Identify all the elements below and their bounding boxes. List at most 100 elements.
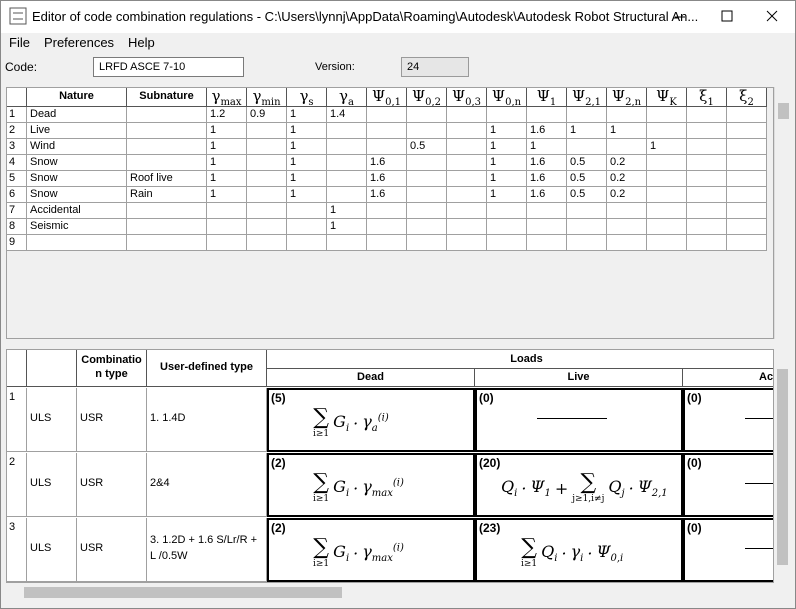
table-cell[interactable] xyxy=(367,123,407,139)
row-number[interactable]: 2 xyxy=(7,123,27,139)
table-cell[interactable] xyxy=(247,187,287,203)
combination-type[interactable]: USR xyxy=(77,518,147,582)
table-cell[interactable]: 0.2 xyxy=(607,171,647,187)
row-number[interactable]: 2 xyxy=(7,453,27,517)
table-cell[interactable] xyxy=(727,203,767,219)
table-cell[interactable]: 1 xyxy=(287,187,327,203)
table-cell[interactable] xyxy=(127,155,207,171)
table-cell[interactable] xyxy=(647,235,687,251)
table-cell[interactable] xyxy=(127,107,207,123)
table-cell[interactable]: 1.4 xyxy=(327,107,367,123)
table-cell[interactable] xyxy=(567,219,607,235)
table-cell[interactable]: 1.6 xyxy=(527,155,567,171)
table-cell[interactable] xyxy=(727,219,767,235)
limit-state[interactable]: ULS xyxy=(27,388,77,452)
formula-cell[interactable]: (0) xyxy=(683,453,773,517)
table-cell[interactable] xyxy=(687,107,727,123)
table-cell[interactable]: 1 xyxy=(287,155,327,171)
table-cell[interactable]: 1 xyxy=(287,123,327,139)
table-cell[interactable] xyxy=(127,123,207,139)
formula-cell[interactable]: (2) ∑ i≥1 Gi · γmax(i) xyxy=(267,518,475,582)
row-number[interactable]: 8 xyxy=(7,219,27,235)
table-cell[interactable]: 1.6 xyxy=(527,187,567,203)
table-cell[interactable] xyxy=(647,203,687,219)
table-cell[interactable] xyxy=(567,139,607,155)
window-controls[interactable] xyxy=(661,1,796,33)
table-cell[interactable]: Wind xyxy=(27,139,127,155)
table-cell[interactable]: Dead xyxy=(27,107,127,123)
table-cell[interactable]: 1 xyxy=(287,171,327,187)
table-cell[interactable] xyxy=(407,107,447,123)
table-cell[interactable] xyxy=(367,139,407,155)
table-cell[interactable] xyxy=(247,123,287,139)
table-cell[interactable] xyxy=(447,235,487,251)
row-number[interactable]: 3 xyxy=(7,518,27,582)
table-cell[interactable] xyxy=(327,235,367,251)
table-cell[interactable]: Snow xyxy=(27,187,127,203)
table-cell[interactable] xyxy=(407,155,447,171)
table-cell[interactable] xyxy=(407,123,447,139)
table-cell[interactable]: 1 xyxy=(567,123,607,139)
formula-cell[interactable]: (2) ∑ i≥1 Gi · γmax(i) xyxy=(267,453,475,517)
horizontal-scrollbar[interactable] xyxy=(6,584,774,601)
table-cell[interactable] xyxy=(127,235,207,251)
table-cell[interactable] xyxy=(527,219,567,235)
table-cell[interactable]: 0.5 xyxy=(567,155,607,171)
table-cell[interactable] xyxy=(647,107,687,123)
table-cell[interactable]: 1.6 xyxy=(367,155,407,171)
table-cell[interactable] xyxy=(327,123,367,139)
table-cell[interactable] xyxy=(647,219,687,235)
table-cell[interactable]: 1 xyxy=(527,139,567,155)
table-cell[interactable]: 0.2 xyxy=(607,187,647,203)
user-defined-type[interactable]: 1. 1.4D xyxy=(147,388,267,452)
table-cell[interactable]: 0.5 xyxy=(567,187,607,203)
table-cell[interactable] xyxy=(407,171,447,187)
table-cell[interactable] xyxy=(127,203,207,219)
table-cell[interactable] xyxy=(607,235,647,251)
formula-cell[interactable]: (0) xyxy=(475,388,683,452)
combination-type[interactable]: USR xyxy=(77,453,147,517)
table-cell[interactable] xyxy=(687,187,727,203)
table-cell[interactable] xyxy=(447,203,487,219)
table-cell[interactable] xyxy=(367,235,407,251)
table-cell[interactable] xyxy=(327,139,367,155)
table-cell[interactable] xyxy=(607,203,647,219)
table-cell[interactable]: 1 xyxy=(327,203,367,219)
code-input[interactable]: LRFD ASCE 7-10 xyxy=(93,57,244,77)
table-cell[interactable]: Snow xyxy=(27,171,127,187)
table-cell[interactable]: 1 xyxy=(207,155,247,171)
table-cell[interactable] xyxy=(527,235,567,251)
row-number[interactable]: 1 xyxy=(7,107,27,123)
vertical-scrollbar[interactable] xyxy=(774,87,791,339)
table-cell[interactable] xyxy=(327,187,367,203)
table-cell[interactable]: 1 xyxy=(647,139,687,155)
table-cell[interactable] xyxy=(407,219,447,235)
formula-cell[interactable]: (20) Qi · Ψ1 + ∑ j≥1,i≠j Qj · Ψ2,1 xyxy=(475,453,683,517)
table-cell[interactable]: 1 xyxy=(487,139,527,155)
table-cell[interactable] xyxy=(567,203,607,219)
table-cell[interactable]: Live xyxy=(27,123,127,139)
row-number[interactable]: 4 xyxy=(7,155,27,171)
table-cell[interactable]: 1 xyxy=(487,155,527,171)
table-cell[interactable]: 1 xyxy=(207,139,247,155)
row-number[interactable]: 6 xyxy=(7,187,27,203)
table-cell[interactable] xyxy=(447,155,487,171)
row-number[interactable]: 9 xyxy=(7,235,27,251)
table-cell[interactable] xyxy=(687,139,727,155)
menu-item[interactable]: File xyxy=(9,35,30,50)
table-cell[interactable] xyxy=(607,219,647,235)
user-defined-type[interactable]: 3. 1.2D + 1.6 S/Lr/R + L /0.5W xyxy=(147,518,267,582)
table-cell[interactable] xyxy=(487,203,527,219)
table-cell[interactable] xyxy=(247,235,287,251)
table-cell[interactable] xyxy=(727,171,767,187)
table-cell[interactable]: 1.6 xyxy=(367,171,407,187)
table-cell[interactable] xyxy=(527,107,567,123)
vertical-scrollbar[interactable] xyxy=(774,349,791,583)
formula-cell[interactable]: (0) xyxy=(683,388,773,452)
table-cell[interactable]: Seismic xyxy=(27,219,127,235)
table-cell[interactable] xyxy=(647,171,687,187)
table-cell[interactable] xyxy=(447,107,487,123)
table-cell[interactable] xyxy=(367,203,407,219)
table-cell[interactable]: 1 xyxy=(207,187,247,203)
table-cell[interactable] xyxy=(727,107,767,123)
